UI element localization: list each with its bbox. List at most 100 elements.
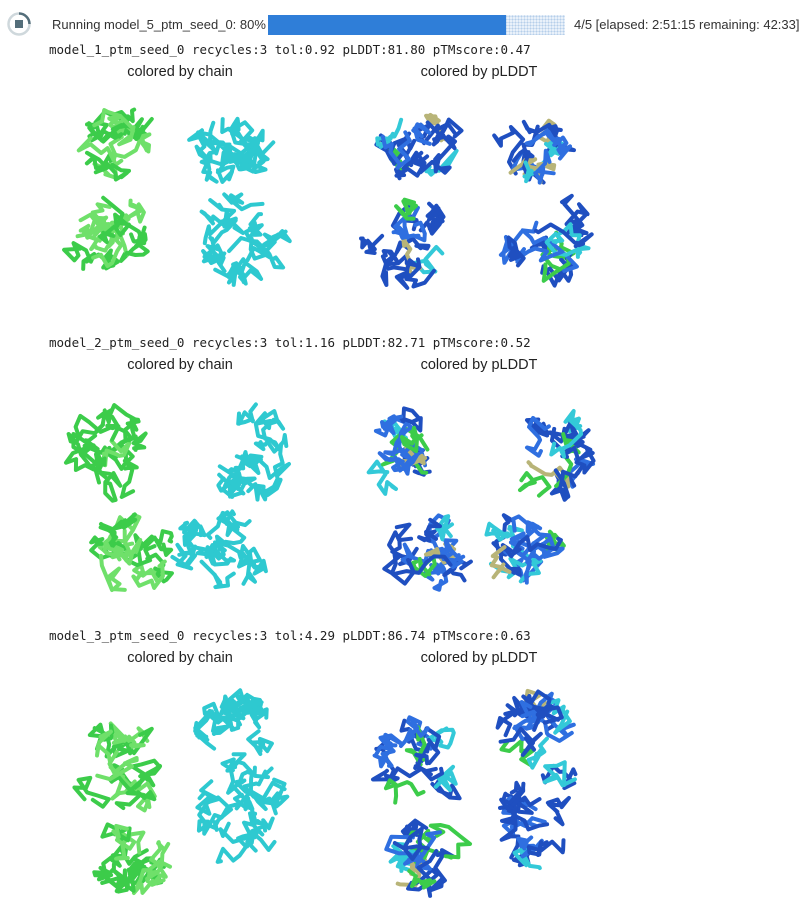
- backbone-trace: [560, 445, 596, 475]
- backbone-trace: [223, 148, 252, 172]
- plddt-panel-title: colored by pLDDT: [420, 650, 538, 666]
- backbone-trace: [92, 852, 118, 882]
- backbone-trace: [532, 704, 564, 732]
- backbone-trace: [232, 148, 270, 168]
- backbone-trace: [102, 537, 143, 566]
- backbone-trace: [89, 225, 115, 253]
- backbone-trace: [378, 732, 405, 768]
- backbone-trace: [501, 816, 547, 837]
- backbone-trace: [87, 123, 124, 144]
- backbone-trace: [442, 558, 473, 583]
- backbone-trace: [250, 455, 291, 480]
- backbone-trace: [499, 780, 523, 822]
- backbone-trace: [544, 231, 583, 257]
- backbone-trace: [87, 722, 115, 751]
- backbone-trace: [149, 840, 168, 887]
- backbone-trace: [114, 790, 157, 810]
- backbone-trace: [373, 414, 404, 438]
- backbone-trace: [545, 796, 571, 827]
- backbone-trace: [226, 759, 270, 811]
- backbone-trace: [202, 802, 239, 836]
- backbone-trace: [123, 232, 150, 257]
- backbone-trace: [391, 554, 453, 586]
- backbone-trace: [126, 198, 146, 224]
- backbone-trace: [418, 201, 446, 236]
- protein-structure-by-plddt: [371, 688, 578, 898]
- progress-bar: [268, 15, 565, 35]
- backbone-trace: [226, 475, 246, 499]
- backbone-trace: [383, 778, 426, 805]
- backbone-trace: [227, 698, 264, 721]
- backbone-trace: [529, 235, 549, 253]
- backbone-trace: [84, 150, 111, 175]
- backbone-trace: [236, 402, 258, 426]
- backbone-trace: [103, 152, 131, 182]
- backbone-trace: [433, 764, 458, 793]
- backbone-trace: [392, 826, 430, 861]
- model-2-section: model_2_ptm_seed_0 recycles:3 tol:1.16 p…: [0, 335, 812, 625]
- backbone-trace: [406, 849, 439, 898]
- backbone-trace: [411, 554, 437, 578]
- chain-panel-title: colored by chain: [127, 64, 233, 80]
- backbone-trace: [127, 856, 155, 877]
- backbone-trace: [92, 108, 136, 147]
- backbone-trace: [549, 416, 584, 459]
- backbone-trace: [73, 413, 121, 446]
- backbone-trace: [564, 202, 590, 235]
- backbone-trace: [125, 758, 162, 789]
- backbone-trace: [119, 458, 139, 499]
- backbone-trace: [510, 535, 563, 557]
- backbone-trace: [247, 212, 264, 237]
- backbone-trace: [237, 257, 264, 286]
- backbone-trace: [525, 415, 551, 458]
- backbone-trace: [394, 197, 419, 221]
- protein-structure-by-chain: [72, 688, 290, 895]
- backbone-trace: [520, 220, 579, 273]
- backbone-trace: [417, 517, 442, 543]
- backbone-trace: [195, 779, 221, 816]
- backbone-trace: [253, 433, 289, 454]
- backbone-trace: [533, 222, 594, 249]
- progress-row: Running model_5_ptm_seed_0: 80% 4/5 [ela…: [0, 0, 812, 50]
- plddt-panel-title: colored by pLDDT: [420, 64, 538, 80]
- backbone-trace: [242, 820, 277, 852]
- backbone-trace: [399, 721, 430, 748]
- backbone-trace: [110, 414, 140, 452]
- backbone-trace: [86, 449, 111, 482]
- spinner-icon: [7, 12, 31, 36]
- backbone-trace: [380, 249, 407, 271]
- backbone-trace: [147, 841, 172, 876]
- backbone-trace: [411, 122, 432, 146]
- backbone-trace: [246, 477, 283, 502]
- backbone-trace: [222, 192, 265, 212]
- backbone-trace: [237, 551, 257, 586]
- backbone-trace: [413, 245, 445, 275]
- backbone-trace: [526, 838, 566, 857]
- backbone-trace: [380, 130, 412, 170]
- backbone-trace: [414, 752, 445, 782]
- backbone-trace: [114, 867, 141, 894]
- backbone-trace: [243, 225, 270, 261]
- backbone-trace: [366, 459, 398, 496]
- backbone-trace: [515, 533, 547, 585]
- plddt-panel-title: colored by pLDDT: [420, 357, 538, 373]
- model-stats: model_2_ptm_seed_0 recycles:3 tol:1.16 p…: [49, 335, 531, 350]
- backbone-trace: [183, 525, 227, 557]
- backbone-trace: [394, 257, 422, 290]
- backbone-trace: [225, 261, 244, 285]
- backbone-trace: [215, 832, 253, 864]
- backbone-trace: [382, 530, 414, 576]
- backbone-trace: [64, 443, 96, 472]
- model-stats: model_3_ptm_seed_0 recycles:3 tol:4.29 p…: [49, 628, 531, 643]
- backbone-trace: [484, 521, 514, 542]
- backbone-trace: [131, 559, 167, 590]
- chain-panel-title: colored by chain: [127, 650, 233, 666]
- backbone-trace: [131, 868, 159, 895]
- backbone-trace: [391, 442, 424, 473]
- backbone-trace: [202, 243, 227, 274]
- backbone-trace: [557, 222, 591, 259]
- backbone-trace: [221, 514, 247, 546]
- backbone-trace: [377, 451, 412, 476]
- backbone-trace: [526, 460, 571, 489]
- backbone-trace: [410, 154, 452, 175]
